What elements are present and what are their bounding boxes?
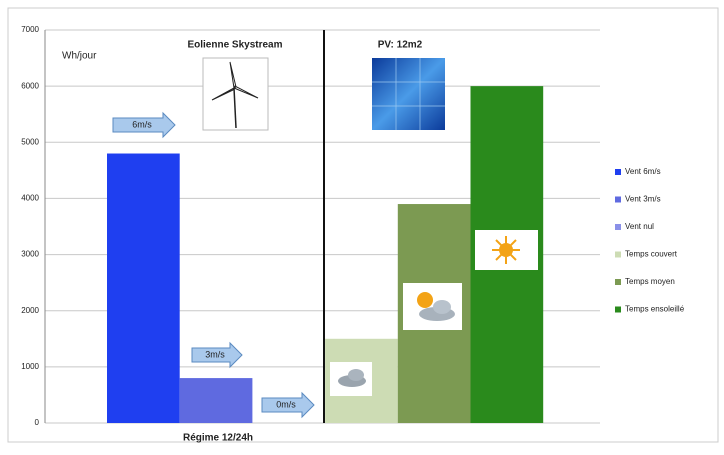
arrow-label: 3m/s (205, 349, 225, 359)
x-tick-label: Régime 12/24h (183, 433, 253, 444)
legend-swatch (615, 224, 621, 230)
y-tick-label: 2000 (21, 306, 39, 315)
cloud-icon (330, 362, 372, 396)
arrow-label: 6m/s (132, 119, 152, 129)
turbine-icon (202, 57, 269, 131)
y-tick-label: 4000 (21, 194, 39, 203)
solar-icon (372, 58, 445, 130)
bar (179, 378, 253, 423)
legend-swatch (615, 196, 621, 203)
sun-icon (475, 230, 538, 270)
legend-label: Vent 3m/s (625, 195, 661, 204)
arrow (112, 111, 176, 139)
legend-swatch (615, 306, 621, 313)
y-tick-label: 7000 (21, 25, 39, 34)
legend-label: Vent nul (625, 222, 654, 231)
legend-swatch (615, 279, 621, 285)
annotation: PV: 12m2 (378, 40, 423, 51)
y-tick-label: 5000 (21, 137, 39, 146)
arrow-label: 0m/s (276, 399, 296, 409)
y-tick-label: 6000 (21, 81, 39, 90)
legend-label: Temps couvert (625, 250, 678, 259)
y-tick-label: 1000 (21, 362, 39, 371)
y-axis-label: Wh/jour (62, 51, 97, 62)
arrow (261, 391, 315, 419)
legend-label: Temps moyen (625, 277, 675, 286)
legend-swatch (615, 251, 621, 258)
arrow (191, 341, 243, 369)
y-tick-label: 0 (35, 418, 40, 427)
legend-label: Temps ensoleillé (625, 305, 685, 314)
legend-label: Vent 6m/s (625, 167, 661, 176)
bar (107, 153, 180, 423)
overlay: Vent 6m/s Vent 3m/s Vent nul Temps couvert T… (62, 40, 685, 444)
sun-cloud-icon (403, 283, 462, 330)
y-tick-label: 3000 (21, 250, 39, 259)
legend-swatch (615, 169, 621, 175)
annotation: Eolienne Skystream (187, 40, 282, 51)
